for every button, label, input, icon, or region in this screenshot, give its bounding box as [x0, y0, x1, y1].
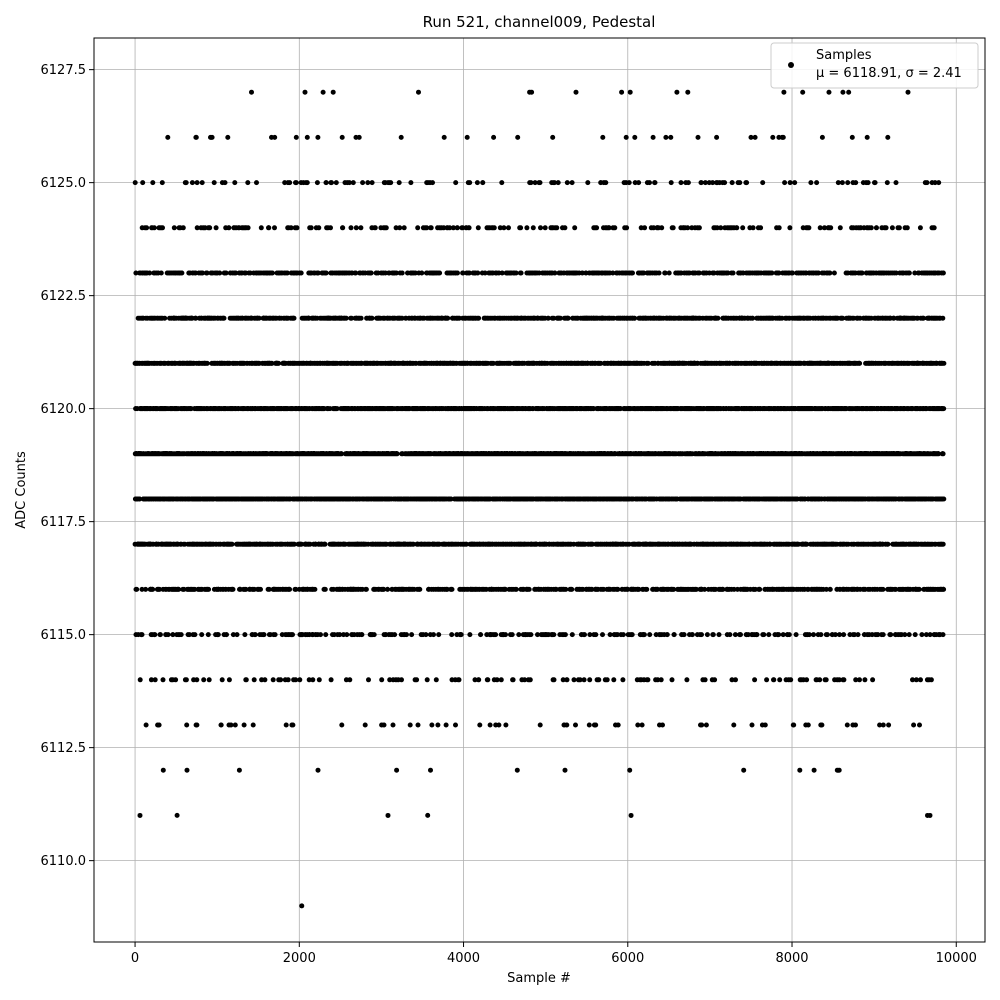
scatter-point	[628, 812, 634, 818]
y-tick-label: 6125.0	[41, 176, 87, 191]
x-axis-label: Sample #	[507, 971, 571, 986]
scatter-point	[320, 89, 326, 95]
scatter-point	[846, 89, 852, 95]
chart-title: Run 521, channel009, Pedestal	[423, 13, 656, 31]
legend: Samples μ = 6118.91, σ = 2.41	[770, 42, 979, 89]
plot-frame	[93, 37, 986, 943]
y-tick-label: 6122.5	[41, 289, 87, 304]
grid-lines	[94, 38, 985, 942]
legend-stats: μ = 6118.91, σ = 2.41	[816, 66, 962, 81]
y-tick-label: 6115.0	[41, 628, 87, 643]
scatter-point	[299, 903, 305, 909]
y-tick-label: 6127.5	[41, 63, 87, 78]
scatter-point	[137, 812, 143, 818]
legend-marker	[788, 62, 794, 68]
x-tick-label: 8000	[775, 951, 808, 966]
x-tick-label: 4000	[447, 951, 480, 966]
scatter-point	[840, 89, 846, 95]
y-axis-label: ADC Counts	[14, 451, 29, 529]
y-axis-ticks: 6110.0 6112.5 6115.0 6117.5 6120.0 6122.5 6125…	[41, 63, 94, 869]
y-tick-label: 6110.0	[41, 854, 87, 869]
scatter-point	[800, 89, 806, 95]
scatter-point	[927, 812, 933, 818]
y-tick-label: 6117.5	[41, 515, 87, 530]
x-tick-label: 0	[131, 951, 139, 966]
scatter-point	[826, 89, 832, 95]
scatter-points	[132, 89, 947, 909]
x-tick-label: 6000	[611, 951, 644, 966]
x-axis-ticks: 0 2000 4000 6000 8000 10000	[131, 942, 977, 966]
y-tick-label: 6120.0	[41, 402, 87, 417]
legend-box	[770, 42, 979, 89]
x-tick-label: 2000	[283, 951, 316, 966]
y-tick-label: 6112.5	[41, 741, 87, 756]
legend-series-name: Samples	[816, 48, 872, 63]
x-tick-label: 10000	[936, 951, 977, 966]
scatter-point	[385, 812, 391, 818]
